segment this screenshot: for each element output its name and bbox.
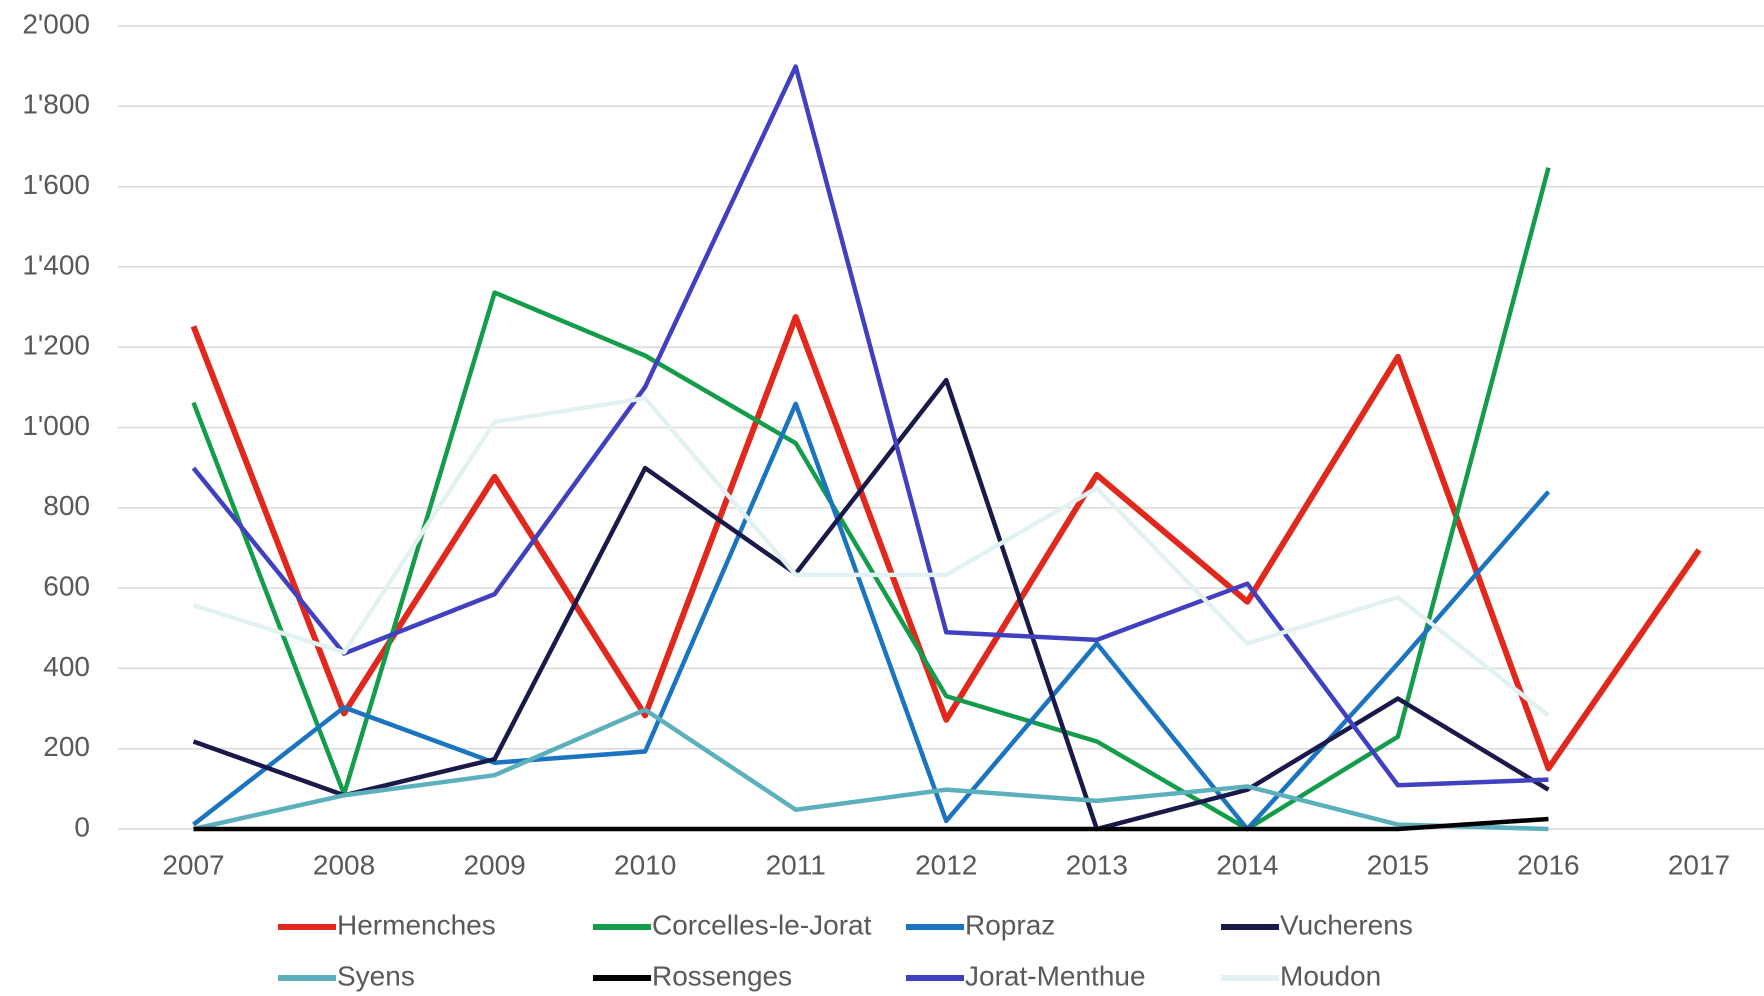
y-tick-label: 1'000: [22, 410, 90, 441]
series-line: [193, 816, 1549, 832]
x-tick-label: 2009: [463, 849, 525, 880]
legend-label: Jorat-Menthue: [965, 960, 1146, 991]
y-tick-label: 400: [43, 651, 90, 682]
series-line: [191, 167, 1551, 832]
y-tick-label: 200: [43, 731, 90, 762]
x-tick-label: 2008: [313, 849, 375, 880]
legend-label: Ropraz: [965, 909, 1055, 940]
legend-label: Vucherens: [1280, 909, 1413, 940]
x-tick-label: 2007: [162, 849, 224, 880]
series-line: [193, 707, 1549, 832]
x-tick-label: 2014: [1216, 849, 1278, 880]
y-tick-label: 600: [43, 570, 90, 601]
series-line: [192, 377, 1550, 832]
y-tick-label: 800: [43, 490, 90, 521]
x-tick-label: 2015: [1367, 849, 1429, 880]
x-tick-label: 2011: [766, 849, 826, 880]
legend-label: Hermenches: [337, 909, 496, 940]
y-tick-label: 1'800: [22, 89, 90, 120]
y-tick-label: 0: [74, 811, 90, 842]
x-tick-label: 2010: [614, 849, 676, 880]
y-tick-label: 1'600: [22, 169, 90, 200]
legend-label: Syens: [337, 960, 415, 991]
y-tick-label: 1'400: [22, 249, 90, 280]
legend-label: Moudon: [1280, 960, 1381, 991]
series-line: [192, 395, 1550, 718]
y-tick-label: 1'200: [22, 330, 90, 361]
x-tick-label: 2016: [1517, 849, 1579, 880]
x-tick-label: 2017: [1668, 849, 1730, 880]
series-line: [190, 314, 1702, 772]
series-line: [191, 64, 1549, 788]
legend-label: Corcelles-le-Jorat: [652, 909, 872, 940]
legend-label: Rossenges: [652, 960, 792, 991]
x-tick-label: 2013: [1066, 849, 1128, 880]
x-tick-label: 2012: [915, 849, 977, 880]
y-tick-label: 2'000: [22, 8, 90, 39]
